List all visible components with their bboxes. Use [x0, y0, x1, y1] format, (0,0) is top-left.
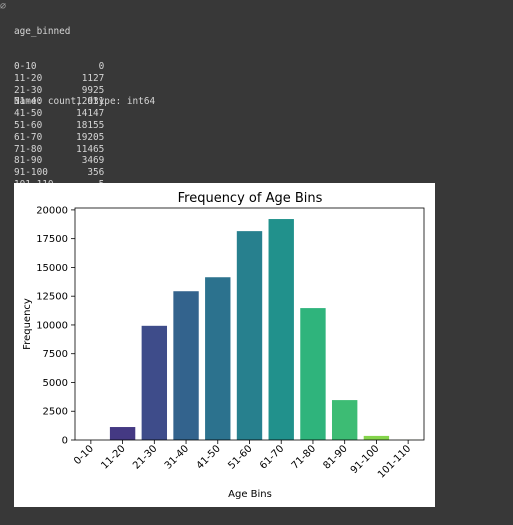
row-value: 9925 [81, 84, 105, 96]
row-label: 0-10 [14, 60, 37, 72]
value-row: 91-100 356 [14, 167, 155, 179]
x-axis-label: Age Bins [228, 489, 272, 500]
value-row: 61-70 19205 [14, 132, 155, 144]
row-padding [42, 155, 82, 166]
row-padding [42, 144, 76, 155]
row-value: 19205 [76, 131, 105, 143]
row-value: 1127 [81, 72, 105, 84]
bar-51-60 [236, 231, 263, 440]
row-padding [42, 73, 82, 84]
dtype-footer: Name: count, dtype: int64 [14, 96, 156, 108]
x-axis-ticks: 0-10 11-20 21-30 31-40 41-50 51-60 61-70 71-80 8… [72, 440, 413, 481]
bar-91-100 [363, 435, 390, 440]
row-value: 356 [87, 167, 105, 179]
bar-71-80 [300, 308, 326, 440]
row-value: 14147 [76, 108, 105, 120]
y-tick-label: 17500 [36, 234, 68, 245]
row-value: 0 [98, 60, 105, 72]
y-tick-label: 2500 [43, 407, 68, 418]
value-row: 71-80 11465 [14, 144, 155, 156]
row-label: 11-20 [14, 72, 43, 84]
output-gutter-icon: ⌀ [0, 1, 7, 12]
plot-frame [74, 207, 425, 441]
row-value: 18155 [76, 119, 105, 131]
row-padding [42, 108, 76, 119]
y-tick-label: 15000 [36, 263, 68, 274]
row-value: 11465 [76, 143, 105, 155]
value-row: 31-40 12931 [14, 96, 155, 108]
value-rows: 0-10 0 11-20 1127 21-30 9925 31-40 12931 41-… [14, 61, 155, 190]
text-output: age_binned 0-10 0 11-20 1127 21-30 9925 31-… [14, 2, 156, 190]
y-tick-label: 7500 [43, 349, 68, 360]
x-tick-label: 71-80 [290, 443, 318, 471]
row-padding [42, 120, 76, 131]
row-label: 21-30 [14, 84, 43, 96]
y-tick-label: 5000 [43, 378, 68, 389]
bar-chart: Frequency of Age Bins 0 2500 5000 7500 10000… [22, 191, 425, 500]
series-name: age_binned [14, 25, 71, 37]
row-padding [42, 85, 82, 96]
value-row: 11-20 1127 [14, 73, 155, 85]
row-padding [37, 61, 99, 72]
x-tick-label: 41-50 [195, 443, 223, 471]
bar-21-30 [141, 325, 168, 440]
row-label: 61-70 [14, 131, 43, 143]
row-label: 41-50 [14, 108, 43, 120]
y-axis-label: Frequency [22, 298, 33, 350]
value-row: 0-10 0 [14, 61, 155, 73]
value-row: 21-30 9925 [14, 85, 155, 97]
value-row: 41-50 14147 [14, 108, 155, 120]
value-row: 81-90 3469 [14, 155, 155, 167]
x-tick-label: 21-30 [131, 443, 159, 471]
y-tick-label: 12500 [36, 292, 68, 303]
row-label: 81-90 [14, 155, 43, 167]
y-tick-label: 0 [62, 436, 68, 447]
row-value: 12931 [76, 96, 105, 108]
chart-output: Frequency of Age Bins 0 2500 5000 7500 10000… [14, 183, 435, 507]
row-label: 51-60 [14, 119, 43, 131]
bar-11-20 [109, 427, 136, 440]
value-row: 51-60 18155 [14, 120, 155, 132]
bar-31-40 [173, 291, 199, 440]
y-tick-label: 20000 [36, 205, 68, 216]
x-tick-label: 11-20 [99, 443, 127, 471]
y-tick-label: 10000 [36, 320, 68, 331]
row-label: 71-80 [14, 143, 43, 155]
bar-81-90 [331, 400, 358, 440]
row-label: 91-100 [14, 167, 48, 179]
x-tick-label: 51-60 [226, 443, 254, 471]
x-tick-label: 81-90 [321, 443, 349, 471]
x-tick-label: 31-40 [163, 443, 191, 471]
x-tick-label: 61-70 [258, 443, 286, 471]
x-tick-label: 0-10 [72, 443, 96, 467]
row-padding [42, 132, 76, 143]
bar-41-50 [205, 277, 231, 440]
bar-61-70 [268, 219, 294, 440]
row-label: 31-40 [14, 96, 43, 108]
x-tick-label: 101-110 [376, 443, 413, 480]
chart-title: Frequency of Age Bins [178, 191, 323, 206]
y-axis-ticks: 0 2500 5000 7500 10000 12500 15000 17500 20000 [36, 205, 75, 447]
row-padding [48, 167, 88, 178]
bars [109, 219, 421, 440]
row-value: 3469 [81, 155, 105, 167]
